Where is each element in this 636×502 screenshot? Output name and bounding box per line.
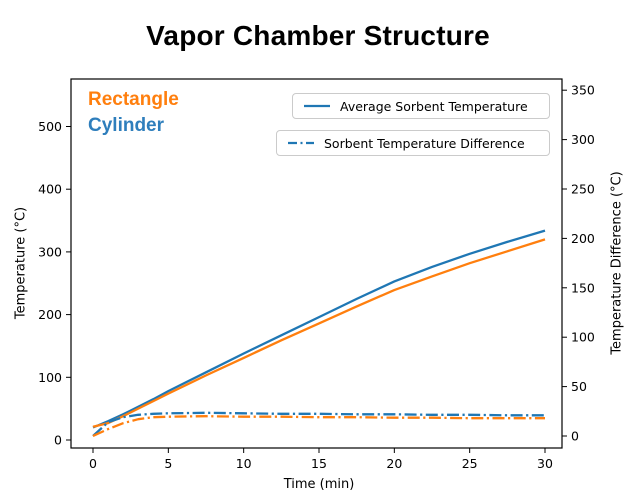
x-tick-label: 10 — [236, 456, 252, 471]
x-tick-label: 15 — [311, 456, 327, 471]
x-tick-label: 20 — [386, 456, 402, 471]
left-y-tick-label: 0 — [54, 433, 62, 448]
right-y-tick-label: 50 — [571, 379, 587, 394]
right-y-tick-label: 100 — [571, 330, 595, 345]
legend-sorbent-temperature-difference: Sorbent Temperature Difference — [276, 130, 550, 156]
series-cylinder-temperature-difference — [92, 411, 545, 437]
legend-dashdot-line-icon — [288, 141, 314, 145]
chart-title: Vapor Chamber Structure — [146, 20, 490, 51]
left-y-tick-label: 400 — [38, 182, 62, 197]
legend-label-temperature-difference: Sorbent Temperature Difference — [324, 135, 525, 151]
left-y-tick-label: 100 — [38, 370, 62, 385]
legend-average-sorbent-temperature: Average Sorbent Temperature — [292, 93, 550, 119]
right-y-tick-label: 150 — [571, 280, 595, 295]
series-rectangle-temperature-difference — [92, 415, 545, 438]
x-tick-label: 5 — [164, 456, 172, 471]
legend-solid-line-icon — [304, 104, 330, 108]
series-cylinder-average-temperature — [92, 229, 546, 429]
right-y-tick-label: 200 — [571, 231, 595, 246]
axes-frame — [70, 78, 563, 449]
annotation-cylinder: Cylinder — [88, 115, 165, 136]
x-axis-label: Time (min) — [283, 477, 355, 492]
annotation-rectangle: Rectangle — [88, 89, 179, 110]
left-y-tick-label: 500 — [38, 119, 62, 134]
right-y-tick-label: 300 — [571, 132, 595, 147]
left-y-tick-label: 200 — [38, 307, 62, 322]
right-y-tick-label: 0 — [571, 429, 579, 444]
right-y-tick-label: 250 — [571, 182, 595, 197]
legend-label-average-temperature: Average Sorbent Temperature — [340, 98, 528, 114]
x-tick-label: 30 — [537, 456, 553, 471]
left-y-tick-label: 300 — [38, 244, 62, 259]
right-y-tick-label: 350 — [571, 83, 595, 98]
x-tick-label: 25 — [462, 456, 478, 471]
x-tick-label: 0 — [89, 456, 97, 471]
right-y-axis-label: Temperature Difference (°C) — [609, 171, 625, 355]
series-rectangle-average-temperature — [92, 238, 546, 428]
left-y-axis-label: Temperature (°C) — [13, 206, 29, 320]
